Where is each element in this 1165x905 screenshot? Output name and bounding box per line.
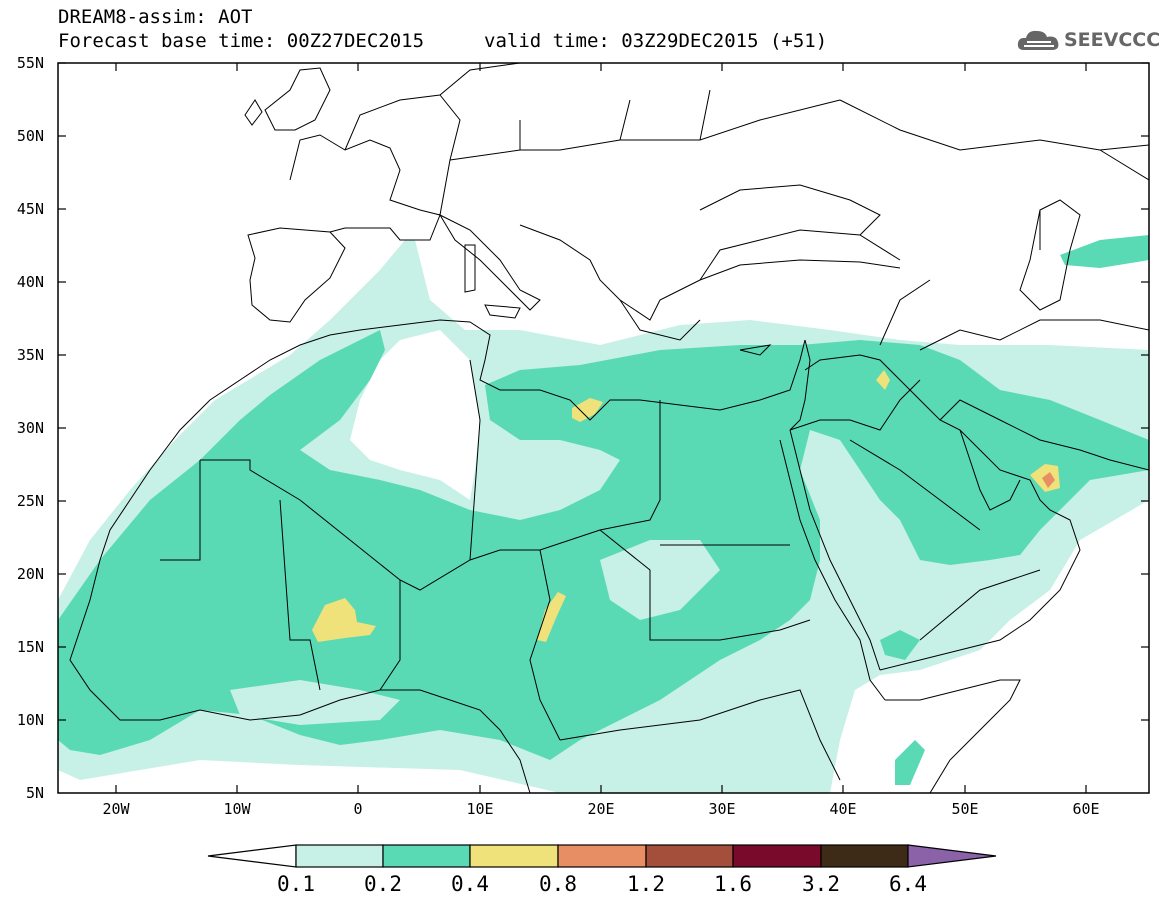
coastlines-borders bbox=[69, 63, 1149, 793]
lat-label: 10N bbox=[16, 711, 44, 729]
valid-time: valid time: 03Z29DEC2015 (+51) bbox=[484, 30, 828, 52]
axis-ticks bbox=[58, 62, 1149, 793]
aot-region-caspian bbox=[1060, 235, 1149, 268]
aot-region-yemen bbox=[880, 630, 920, 660]
colorbar-arrow-high bbox=[907, 844, 997, 868]
colorbar-swatch bbox=[382, 844, 471, 868]
colorbar-label: 3.2 bbox=[802, 872, 840, 896]
aot-gap-medium-2 bbox=[230, 680, 400, 725]
colorbar-label: 0.4 bbox=[451, 872, 489, 896]
forecast-base-time: Forecast base time: 00Z27DEC2015 bbox=[58, 30, 425, 52]
aot-region-high-chad bbox=[537, 592, 566, 642]
lon-label: 50E bbox=[951, 800, 979, 818]
colorbar-swatch bbox=[732, 844, 822, 868]
colorbar-label: 1.2 bbox=[627, 872, 665, 896]
colorbar-label: 6.4 bbox=[889, 872, 927, 896]
colorbar bbox=[207, 844, 997, 868]
cloud-icon bbox=[1017, 30, 1059, 50]
aot-gap-sahara bbox=[350, 330, 480, 500]
aot-region-medium bbox=[58, 330, 1149, 760]
aot-gap-medium-1 bbox=[600, 540, 720, 620]
lon-label: 20W bbox=[102, 800, 130, 818]
lat-label: 25N bbox=[16, 492, 44, 510]
colorbar-label: 0.2 bbox=[364, 872, 402, 896]
lat-label: 15N bbox=[16, 638, 44, 656]
lat-label: 50N bbox=[16, 127, 44, 145]
colorbar-label: 0.8 bbox=[539, 872, 577, 896]
lon-label: 10W bbox=[223, 800, 251, 818]
lat-label: 35N bbox=[16, 346, 44, 364]
lat-label: 40N bbox=[16, 273, 44, 291]
colorbar-swatch bbox=[469, 844, 559, 868]
lon-label: 60E bbox=[1072, 800, 1100, 818]
aot-region-high-libya bbox=[572, 398, 603, 422]
lat-label: 30N bbox=[16, 419, 44, 437]
lon-label: 10E bbox=[466, 800, 494, 818]
lat-label: 55N bbox=[16, 54, 44, 72]
colorbar-swatch bbox=[557, 844, 647, 868]
colorbar-label: 1.6 bbox=[714, 872, 752, 896]
lat-label: 45N bbox=[16, 200, 44, 218]
lon-label: 40E bbox=[829, 800, 857, 818]
seevccc-logo: SEEVCCC bbox=[1016, 26, 1160, 56]
lon-label: 30E bbox=[708, 800, 736, 818]
lat-label: 20N bbox=[16, 565, 44, 583]
colorbar-swatch bbox=[645, 844, 734, 868]
lon-label: 20E bbox=[587, 800, 615, 818]
lat-label: 5N bbox=[25, 784, 44, 802]
colorbar-label: 0.1 bbox=[277, 872, 315, 896]
map-title: DREAM8-assim: AOT bbox=[58, 6, 253, 28]
aot-region-peak-oman bbox=[1042, 472, 1055, 488]
aot-region-high-iraq bbox=[876, 370, 890, 390]
logo-text: SEEVCCC bbox=[1064, 29, 1161, 51]
colorbar-swatch bbox=[295, 844, 384, 868]
colorbar-swatch bbox=[820, 844, 909, 868]
aot-field bbox=[58, 235, 1149, 793]
aot-region-high-mali bbox=[312, 598, 376, 642]
aot-region-somalia bbox=[895, 740, 925, 785]
colorbar-arrow-low bbox=[207, 844, 297, 868]
lon-label: 0 bbox=[353, 800, 363, 818]
